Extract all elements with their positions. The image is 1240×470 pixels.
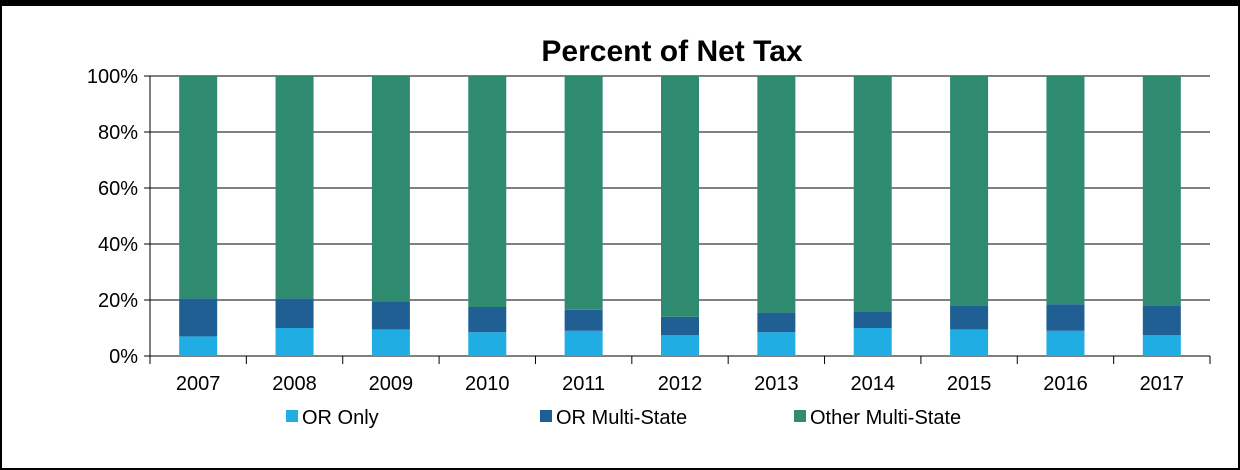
bar-segment [275,298,314,328]
x-tick-label: 2008 [272,373,317,395]
x-tick-label: 2015 [947,373,992,395]
legend-label: OR Only [302,407,379,429]
bar-segment [950,305,989,330]
x-tick-label: 2011 [562,373,605,395]
bar-segment [661,316,699,335]
x-tick-label: 2014 [850,373,895,395]
y-tick-label: 40% [98,234,138,256]
bar-segment [853,76,892,312]
y-tick-label: 80% [98,122,138,144]
bar-segment [950,329,989,356]
bar-segment [564,309,603,331]
bar-segment [179,298,218,337]
x-tick-label: 2016 [1043,373,1088,395]
y-tick-label: 20% [98,290,138,312]
x-tick-label: 2013 [754,373,799,395]
bar-segment [468,332,507,356]
bar-segment [275,328,314,356]
x-tick-label: 2007 [176,373,221,395]
bar-segment [1142,335,1181,356]
legend-swatch [794,410,806,422]
legend-label: OR Multi-State [556,407,687,429]
bar-segment [1046,330,1085,356]
bar-segment [371,301,410,330]
bar-segment [661,76,699,317]
top-table-edge [0,0,1240,6]
bar-segment [179,76,218,299]
bar-segment [468,76,507,307]
bars-layer [179,76,1181,356]
bar-segment [757,76,796,313]
y-tick-label: 100% [87,66,138,88]
bar-segment [757,332,796,356]
bar-segment [1142,305,1181,335]
chart-title: Percent of Net Tax [541,35,802,68]
legend: OR Only OR Multi-State Other Multi-State [286,407,961,429]
y-tick-label: 60% [98,178,138,200]
bar-segment [371,329,410,356]
bar-segment [1046,304,1085,331]
bar-segment [275,76,314,299]
axis-layer: 0% 20% 40% 60% 80% 100% 2007 2008 2009 2010 2011 20… [87,66,1211,395]
legend-swatch [540,410,552,422]
x-tick-label: 2009 [369,373,414,395]
bar-segment [564,76,603,310]
bar-segment [853,328,892,356]
bar-segment [564,330,603,356]
bar-segment [757,312,796,333]
bar-segment [179,336,218,356]
legend-swatch [286,410,298,422]
x-tick-label: 2017 [1140,373,1185,395]
y-tick-label: 0% [109,346,138,368]
bar-segment [661,335,699,356]
legend-label: Other Multi-State [810,407,961,429]
x-tick-label: 2012 [658,373,703,395]
bar-segment [371,76,410,302]
bar-segment [468,307,507,333]
bar-segment [1046,76,1085,305]
x-tick-label: 2010 [465,373,510,395]
bar-segment [950,76,989,306]
bar-segment [853,311,892,328]
bar-segment [1142,76,1181,306]
